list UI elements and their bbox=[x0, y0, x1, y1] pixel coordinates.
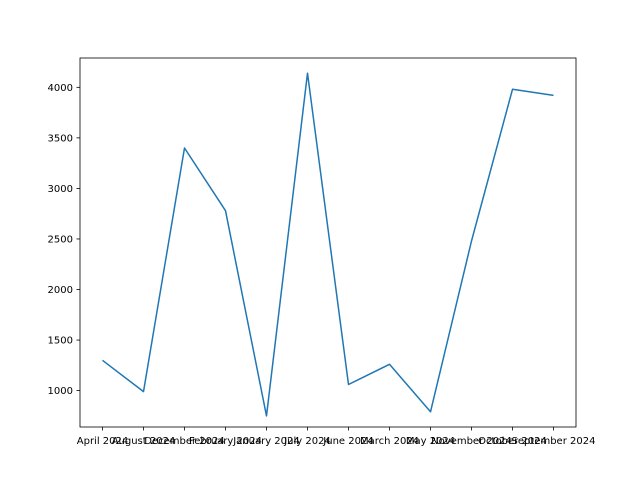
y-tick-label: 3000 bbox=[48, 184, 73, 195]
x-tick-label: April 2024 bbox=[77, 436, 128, 447]
x-tick-label: October 2024 bbox=[478, 436, 547, 447]
y-tick-label: 1000 bbox=[48, 386, 73, 397]
series-line bbox=[102, 72, 554, 417]
x-tick-label: September 2024 bbox=[512, 436, 596, 447]
x-tick-label: February 2024 bbox=[189, 436, 262, 447]
x-tick-label: May 2024 bbox=[406, 436, 455, 447]
series-group bbox=[102, 72, 554, 417]
y-tick-label: 2000 bbox=[48, 285, 73, 296]
y-tick-label: 4000 bbox=[48, 83, 73, 94]
plot-frame bbox=[79, 57, 577, 428]
x-tick-label: December 2024 bbox=[144, 436, 224, 447]
x-tick-label: August 2024 bbox=[112, 436, 176, 447]
x-tick-label: July 2024 bbox=[283, 436, 331, 447]
x-tick-label: March 2024 bbox=[360, 436, 419, 447]
y-axis: 1000 1500 2000 2500 3000 3500 4000 bbox=[48, 83, 80, 397]
x-tick-label: January 2024 bbox=[232, 436, 300, 447]
y-tick-label: 2500 bbox=[48, 234, 73, 245]
x-tick-label: November 2024 bbox=[431, 436, 512, 447]
y-tick-label: 1500 bbox=[48, 336, 73, 347]
x-tick-label: June 2024 bbox=[322, 436, 373, 447]
y-tick-label: 3500 bbox=[48, 133, 73, 144]
